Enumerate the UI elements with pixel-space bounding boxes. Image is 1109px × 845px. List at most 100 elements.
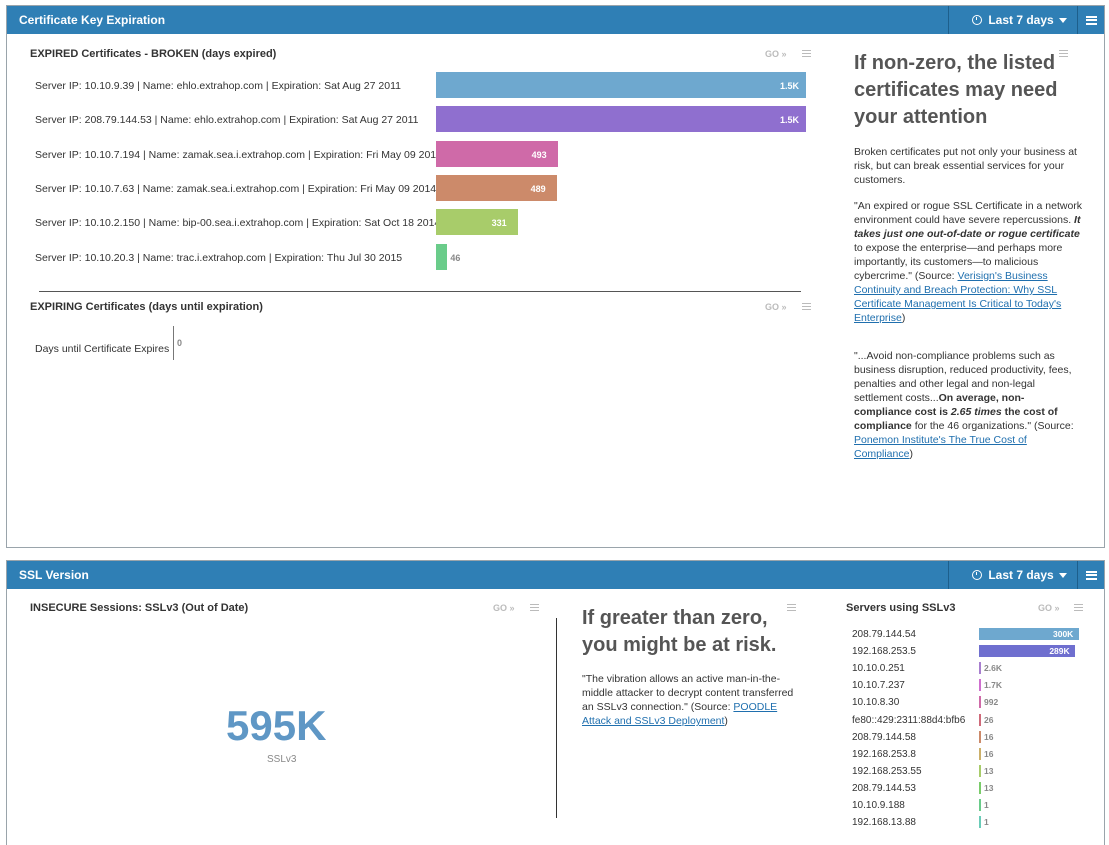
server-bar[interactable] bbox=[979, 747, 981, 760]
server-row-label: 10.10.8.30 bbox=[852, 697, 900, 709]
sslv3-session-count: 595K bbox=[226, 702, 327, 749]
quote-text: to expose the enterprise—and perhaps mor… bbox=[854, 242, 1063, 282]
expired-row-label: Server IP: 10.10.2.150 | Name: bip-00.se… bbox=[35, 217, 441, 230]
chevron-down-icon bbox=[1059, 18, 1067, 23]
quote-emphasis: 2.65 times bbox=[950, 406, 1002, 418]
expired-bar[interactable] bbox=[436, 209, 518, 236]
server-bar[interactable] bbox=[979, 730, 981, 743]
panel-title: Certificate Key Expiration bbox=[19, 13, 166, 27]
expiring-value: 0 bbox=[177, 338, 183, 348]
expired-bar[interactable] bbox=[436, 140, 558, 167]
server-bar-value: 2.6K bbox=[984, 663, 1002, 674]
expired-row-label: Server IP: 208.79.144.53 | Name: ehlo.ex… bbox=[35, 114, 419, 127]
server-bar-value: 992 bbox=[984, 697, 999, 708]
expired-bar-value: 1.5K bbox=[780, 115, 800, 126]
poodle-source-link[interactable]: POODLE Attack and SSLv3 Deployment bbox=[582, 701, 778, 727]
server-bar[interactable] bbox=[979, 696, 981, 709]
panel-menu-button[interactable] bbox=[1077, 561, 1104, 589]
cert-note-quote2: "...Avoid non-compliance problems such a… bbox=[854, 349, 1079, 461]
ponemon-source-link[interactable]: Ponemon Institute's The True Cost of Com… bbox=[854, 434, 1027, 460]
sslv3-sublabel: SSLv3 bbox=[267, 754, 297, 765]
time-range-label: Last 7 days bbox=[988, 568, 1054, 582]
server-bar-value: 13 bbox=[984, 765, 994, 776]
expired-row-label: Server IP: 10.10.7.63 | Name: zamak.sea.… bbox=[35, 182, 437, 195]
server-row-label: 192.168.253.5 bbox=[852, 646, 916, 658]
quote-emphasis: the cost of compliance bbox=[854, 406, 1058, 432]
menu-icon bbox=[1085, 15, 1097, 25]
time-range-selector[interactable]: Last 7 days bbox=[948, 6, 1077, 34]
panel-header: Certificate Key Expiration Last 7 days bbox=[7, 6, 1104, 34]
server-row-label: 10.10.9.188 bbox=[852, 800, 905, 811]
widget-menu-icon[interactable] bbox=[1074, 604, 1083, 611]
clock-icon bbox=[972, 570, 983, 580]
widget-menu-icon[interactable] bbox=[1059, 50, 1068, 57]
server-bar[interactable] bbox=[979, 781, 981, 794]
go-button[interactable]: GO » bbox=[1038, 603, 1060, 613]
quote-text: ) bbox=[724, 715, 728, 727]
server-bar[interactable] bbox=[979, 816, 981, 829]
clock-icon bbox=[972, 15, 983, 25]
expired-row-label: Server IP: 10.10.9.39 | Name: ehlo.extra… bbox=[35, 80, 401, 92]
cert-note-quote1: "An expired or rogue SSL Certificate in … bbox=[854, 199, 1084, 325]
widget-menu-icon[interactable] bbox=[802, 303, 811, 310]
server-bar-value: 300K bbox=[1053, 629, 1074, 639]
quote-text: "The vibration allows an active man-in-t… bbox=[582, 673, 794, 713]
quote-emphasis: It takes just one out-of-date or rogue c… bbox=[854, 214, 1081, 240]
cert-note-para1: Broken certificates put not only your bu… bbox=[854, 146, 1077, 186]
go-button[interactable]: GO » bbox=[765, 49, 787, 59]
expired-bar-value: 46 bbox=[450, 252, 461, 263]
time-range-label: Last 7 days bbox=[988, 13, 1054, 27]
widget-menu-icon[interactable] bbox=[802, 50, 811, 57]
panel-menu-button[interactable] bbox=[1077, 6, 1104, 34]
server-bar[interactable] bbox=[979, 713, 981, 726]
server-row-label: 192.168.253.8 bbox=[852, 748, 916, 760]
server-row-label: 208.79.144.58 bbox=[852, 731, 916, 743]
expiring-widget-title: EXPIRING Certificates (days until expira… bbox=[30, 301, 263, 313]
servers-widget-title: Servers using SSLv3 bbox=[846, 602, 956, 614]
quote-text: "An expired or rogue SSL Certificate in … bbox=[854, 200, 1083, 226]
expired-bar-value: 331 bbox=[491, 218, 507, 229]
expired-bar[interactable] bbox=[436, 106, 806, 133]
verisign-source-link[interactable]: Verisign's Business Continuity and Breac… bbox=[854, 270, 1062, 324]
server-row-label: 192.168.253.55 bbox=[852, 765, 922, 777]
expired-bar[interactable] bbox=[436, 72, 806, 98]
server-bar[interactable] bbox=[979, 679, 981, 692]
quote-text: ) bbox=[901, 312, 906, 324]
menu-icon bbox=[1085, 570, 1097, 580]
server-bar[interactable] bbox=[979, 662, 981, 675]
expired-bar[interactable] bbox=[436, 174, 557, 201]
expired-row-label: Server IP: 10.10.20.3 | Name: trac.i.ext… bbox=[35, 251, 403, 264]
widget-menu-icon[interactable] bbox=[787, 604, 796, 611]
server-bar-value: 1 bbox=[984, 800, 989, 810]
cert-note-heading: If non-zero, the listed certificates may… bbox=[854, 52, 1058, 128]
widget-menu-icon[interactable] bbox=[530, 604, 539, 611]
ssl-note-heading: If greater than zero, you might be at ri… bbox=[582, 607, 777, 656]
server-bar-value: 26 bbox=[984, 714, 994, 725]
quote-text: ) bbox=[909, 448, 913, 460]
widget-divider bbox=[39, 291, 801, 292]
expired-bar-value: 489 bbox=[530, 183, 546, 194]
server-row-label: fe80::429:2311:88d4:bfb6 bbox=[852, 714, 966, 726]
expired-row-label: Server IP: 10.10.7.194 | Name: zamak.sea… bbox=[35, 148, 442, 161]
expired-bar[interactable] bbox=[436, 243, 448, 270]
quote-text: for the 46 organizations." (Source: bbox=[911, 420, 1074, 432]
panel-header: SSL Version Last 7 days bbox=[7, 561, 1104, 589]
server-bar-value: 13 bbox=[984, 782, 994, 793]
expired-bar-value: 1.5K bbox=[780, 81, 800, 91]
server-row-label: 192.168.13.88 bbox=[852, 817, 916, 829]
column-divider bbox=[556, 618, 557, 818]
time-range-selector[interactable]: Last 7 days bbox=[948, 561, 1077, 589]
expired-bar-value: 493 bbox=[531, 149, 547, 160]
server-row-label: 208.79.144.53 bbox=[852, 782, 916, 794]
server-bar[interactable] bbox=[979, 645, 1076, 658]
server-bar-value: 289K bbox=[1049, 646, 1070, 657]
go-button[interactable]: GO » bbox=[493, 603, 515, 613]
server-bar[interactable] bbox=[979, 799, 981, 811]
expiring-row-label: Days until Certificate Expires bbox=[35, 343, 170, 355]
insecure-widget-title: INSECURE Sessions: SSLv3 (Out of Date) bbox=[30, 602, 249, 614]
server-bar[interactable] bbox=[979, 628, 1079, 640]
server-bar[interactable] bbox=[979, 764, 981, 777]
go-button[interactable]: GO » bbox=[765, 302, 787, 312]
quote-emphasis: On average, non-compliance cost is bbox=[854, 392, 1025, 418]
server-bar-value: 1.7K bbox=[984, 680, 1002, 691]
